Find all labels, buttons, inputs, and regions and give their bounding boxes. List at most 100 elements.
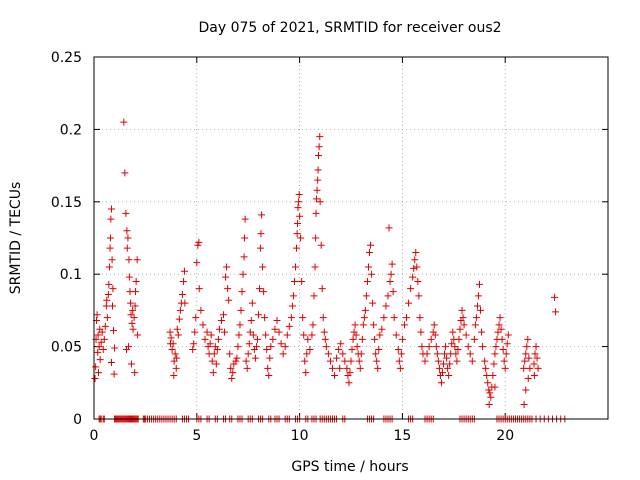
data-point: [94, 348, 102, 356]
data-point: [371, 335, 379, 343]
data-point: [418, 343, 426, 351]
data-point: [302, 369, 310, 377]
data-point: [315, 151, 323, 159]
data-point: [464, 343, 472, 351]
data-point: [260, 288, 268, 296]
data-point: [124, 234, 132, 242]
data-point: [366, 248, 374, 256]
data-point: [295, 191, 303, 199]
data-point: [460, 321, 468, 329]
data-point: [173, 325, 181, 333]
data-point: [532, 343, 540, 351]
data-point: [503, 340, 511, 348]
data-point: [482, 364, 490, 372]
data-point: [494, 328, 502, 336]
data-point: [483, 372, 491, 380]
data-point: [373, 357, 381, 365]
x-tick-label: 0: [90, 428, 99, 444]
data-point: [125, 273, 133, 281]
data-point: [397, 350, 405, 358]
data-point: [345, 379, 353, 387]
data-point: [384, 292, 392, 300]
data-point: [315, 143, 323, 151]
data-point: [491, 383, 499, 391]
data-point: [98, 328, 106, 336]
data-point: [441, 350, 449, 358]
data-point: [206, 340, 214, 348]
data-point: [478, 328, 486, 336]
data-point: [466, 350, 474, 358]
data-point: [283, 331, 291, 339]
data-point: [236, 321, 244, 329]
data-point: [444, 364, 452, 372]
data-point: [361, 306, 369, 314]
data-point: [212, 360, 220, 368]
data-point: [234, 343, 242, 351]
data-point: [240, 253, 248, 261]
data-point: [459, 314, 467, 322]
data-point: [375, 345, 383, 353]
data-point: [443, 354, 451, 362]
data-point: [192, 314, 200, 322]
data-point: [125, 343, 133, 351]
data-point: [238, 288, 246, 296]
y-tick-label: 0.15: [51, 195, 82, 211]
data-point: [226, 350, 234, 358]
data-point: [92, 363, 100, 371]
data-point: [376, 331, 384, 339]
data-point: [235, 331, 243, 339]
data-point: [316, 198, 324, 206]
data-point: [297, 234, 305, 242]
data-point: [171, 350, 179, 358]
data-point: [367, 241, 375, 249]
data-point: [232, 357, 240, 365]
data-point: [504, 331, 512, 339]
data-point: [296, 212, 304, 220]
data-point: [326, 357, 334, 365]
data-point: [94, 331, 102, 339]
data-point: [132, 288, 140, 296]
data-point: [109, 285, 117, 293]
data-point: [398, 335, 406, 343]
data-point: [293, 230, 301, 238]
data-point: [213, 345, 221, 353]
data-point: [407, 285, 415, 293]
data-point: [455, 335, 463, 343]
data-point: [275, 328, 283, 336]
data-point: [390, 314, 398, 322]
data-point: [314, 166, 322, 174]
data-point: [279, 350, 287, 358]
data-point: [432, 343, 440, 351]
data-point: [458, 306, 466, 314]
data-point: [244, 350, 252, 358]
data-point: [454, 345, 462, 353]
x-tick-label: 15: [393, 428, 411, 444]
data-point: [449, 328, 457, 336]
data-point: [288, 302, 296, 310]
data-point: [257, 230, 265, 238]
data-point: [265, 372, 273, 380]
data-point: [353, 343, 361, 351]
data-point: [423, 350, 431, 358]
data-point: [411, 256, 419, 264]
data-point: [201, 335, 209, 343]
data-point: [442, 343, 450, 351]
data-point: [252, 343, 260, 351]
data-point: [127, 311, 135, 319]
data-point: [490, 360, 498, 368]
data-point: [130, 314, 138, 322]
data-point: [409, 273, 417, 281]
data-point: [451, 343, 459, 351]
data-point: [481, 357, 489, 365]
data-point: [374, 364, 382, 372]
data-point: [369, 299, 377, 307]
data-point: [523, 343, 531, 351]
data-point: [267, 343, 275, 351]
data-point: [245, 340, 253, 348]
data-point: [347, 357, 355, 365]
data-point: [348, 345, 356, 353]
data-point: [331, 372, 339, 380]
data-point: [299, 314, 307, 322]
data-point: [324, 350, 332, 358]
